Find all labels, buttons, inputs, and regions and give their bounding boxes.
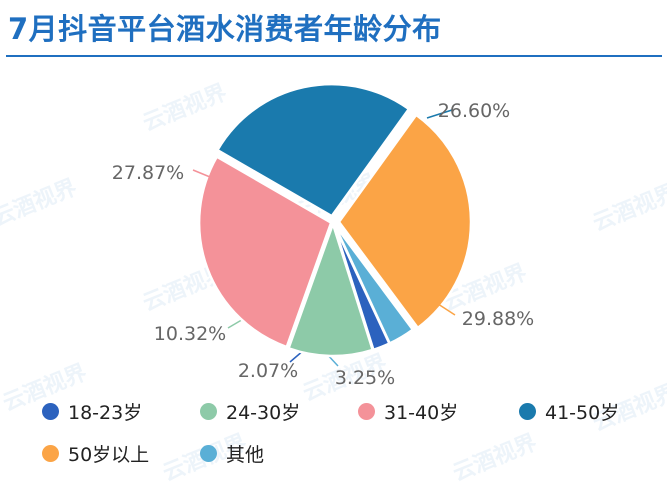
slice-value-label: 2.07% xyxy=(238,360,298,382)
chart-title: 7月抖音平台酒水消费者年龄分布 xyxy=(8,12,442,46)
label-leader-line xyxy=(434,301,456,316)
title-underline xyxy=(6,55,662,57)
slice-value-label: 29.88% xyxy=(462,308,534,330)
pie-slice xyxy=(215,82,411,218)
slice-value-label: 27.87% xyxy=(112,162,184,184)
label-leader-line xyxy=(192,169,211,178)
pie-slice xyxy=(337,113,473,330)
pie-slice xyxy=(286,220,375,358)
pie-slice xyxy=(197,154,333,349)
slice-value-label: 3.25% xyxy=(335,367,395,389)
slice-value-label: 26.60% xyxy=(438,100,510,122)
slice-value-label: 10.32% xyxy=(154,323,226,345)
label-leader-line xyxy=(426,109,453,119)
